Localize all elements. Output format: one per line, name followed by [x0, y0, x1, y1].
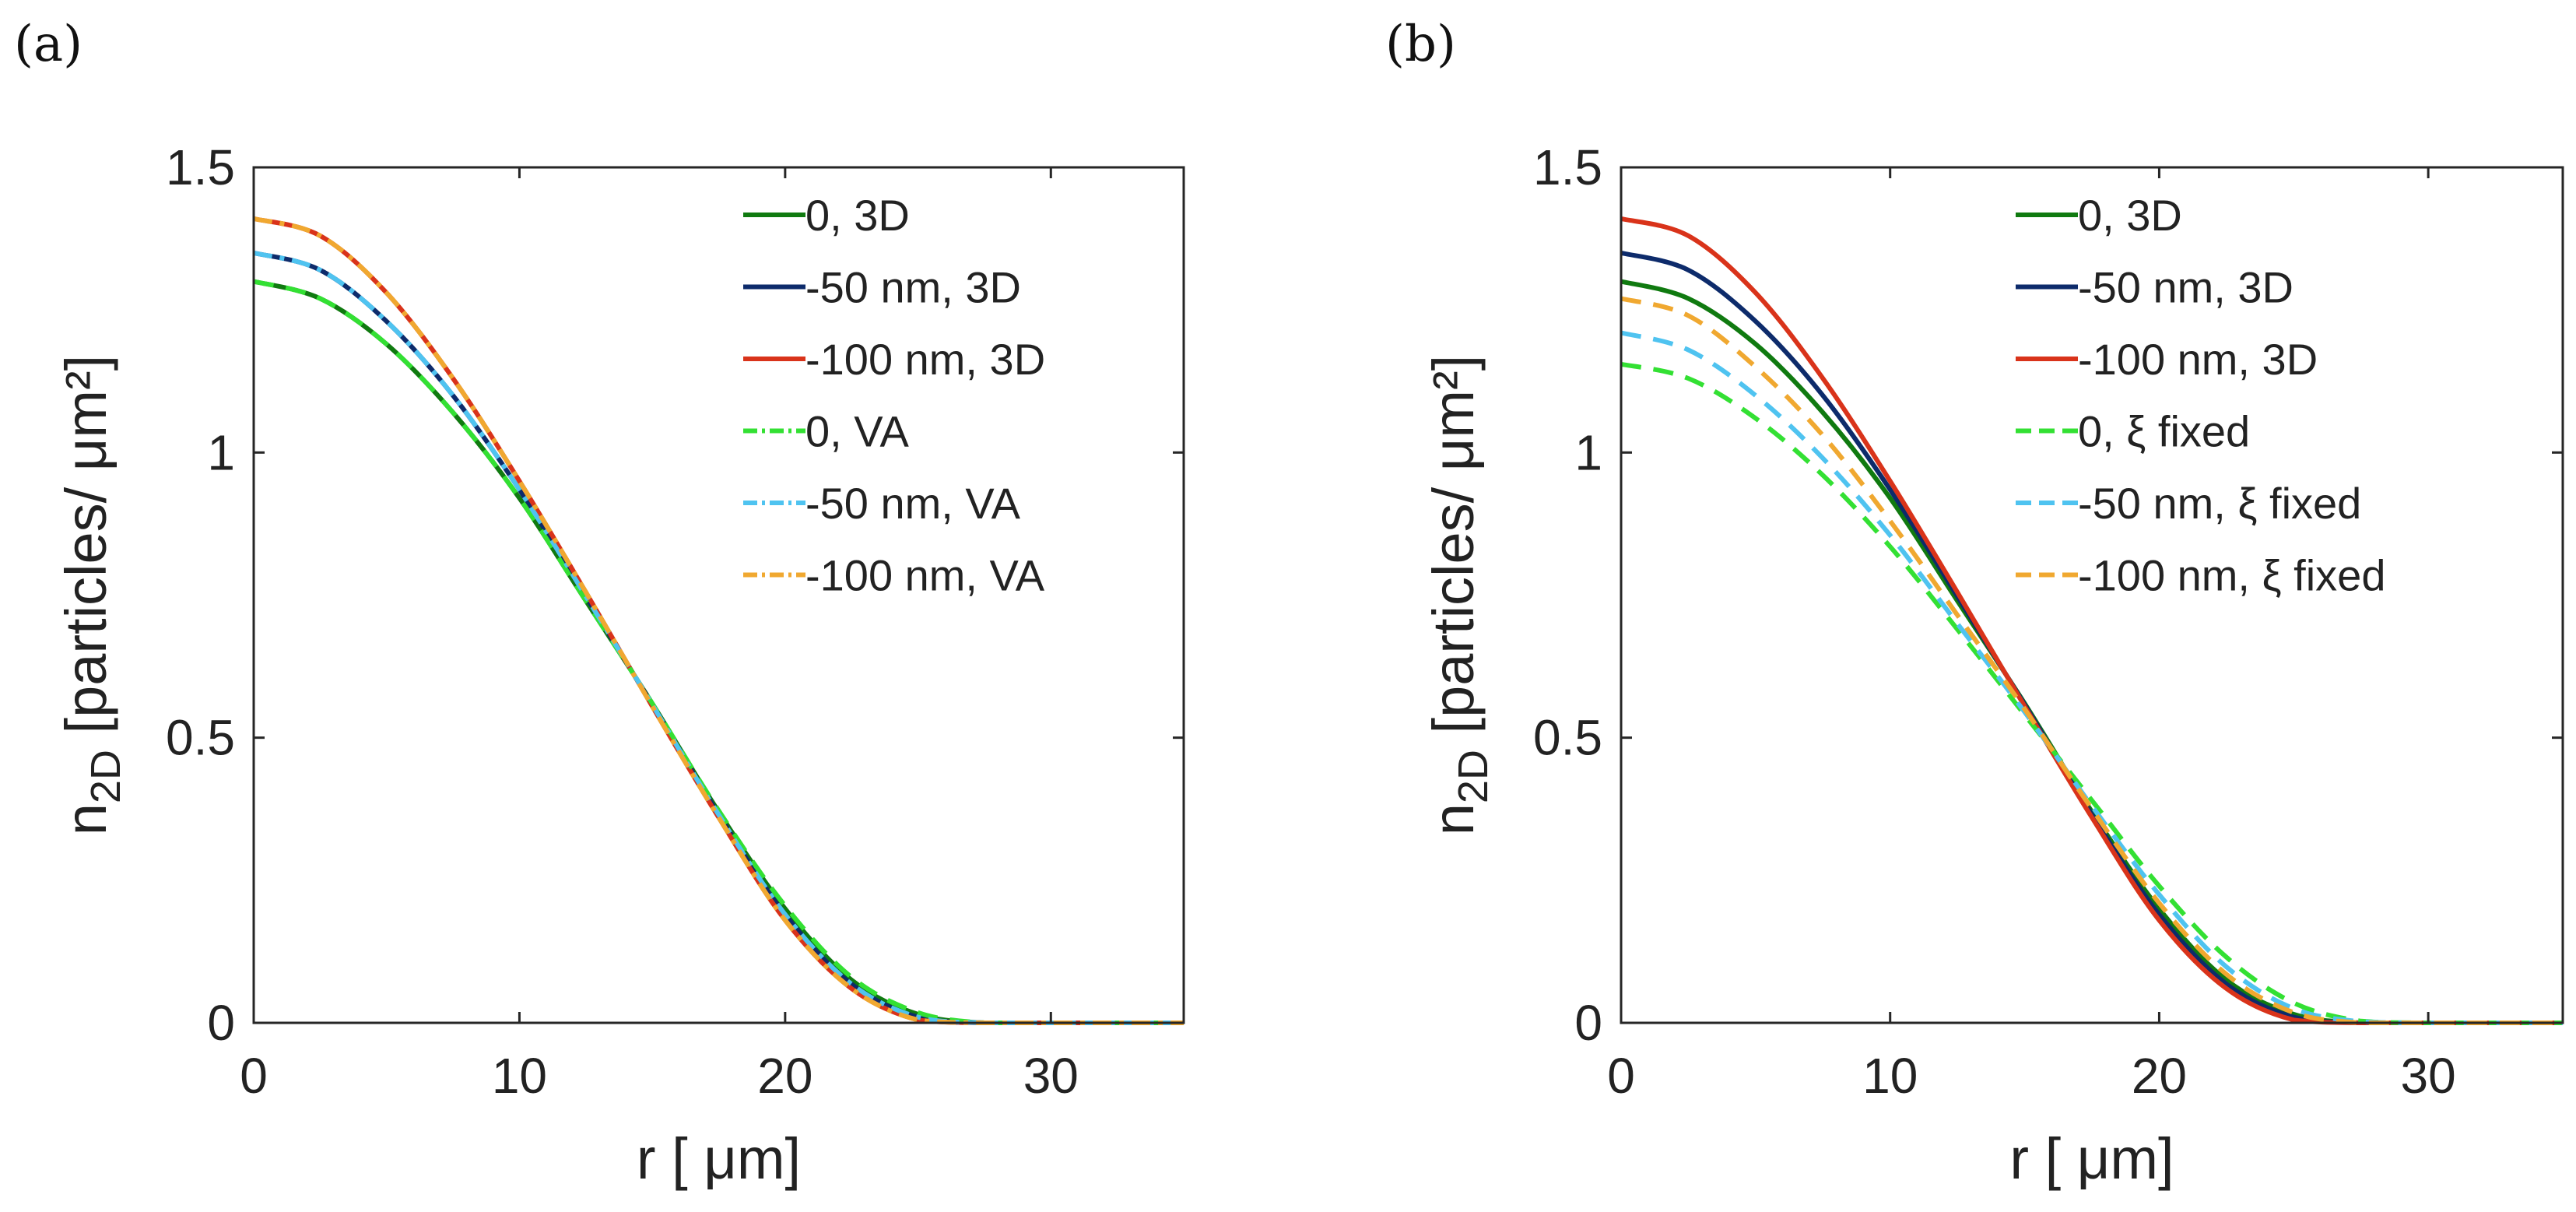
panel-a-tag: (a) [14, 16, 82, 73]
panel-b-y-tick-label: 0.5 [1533, 710, 1602, 766]
panel-b-x-tick-label: 0 [1607, 1048, 1635, 1104]
panel-b-y-tick-label: 1 [1574, 424, 1602, 480]
panel-a-y-axis-title-rest: [particles/ μm²] [54, 355, 118, 750]
panel-b-y-axis-title-main: n [1421, 803, 1486, 835]
panel-a-legend-label-3: 0, VA [805, 407, 909, 456]
panel-b-legend-label-5: -100 nm, ξ fixed [2078, 551, 2385, 600]
panel-b-y-tick-label: 1.5 [1533, 139, 1602, 195]
panel-a-legend: 0, 3D -50 nm, 3D -100 nm, 3D 0, VA -50 nm, V… [743, 191, 1045, 600]
panel-b-legend-label-4: -50 nm, ξ fixed [2078, 479, 2361, 528]
panel-a-y-axis-title-main: n [54, 803, 118, 835]
panel-a-legend-label-4: -50 nm, VA [805, 479, 1021, 528]
panel-a-legend-label-1: -50 nm, 3D [805, 263, 1021, 312]
panel-b-legend: 0, 3D -50 nm, 3D -100 nm, 3D 0, ξ fixed -50 … [2016, 191, 2385, 600]
panel-b-legend-label-0: 0, 3D [2078, 191, 2182, 240]
panel-a-y-tick-label: 0 [207, 995, 235, 1051]
panel-a-axes-box [252, 166, 1185, 1024]
panel-b-x-tick-label: 20 [2132, 1048, 2187, 1104]
panel-a-legend-label-2: -100 nm, 3D [805, 335, 1045, 384]
panel-a-y-axis-title: n2D [particles/ μm²] [54, 355, 129, 835]
panel-a-x-tick-label: 10 [492, 1048, 547, 1104]
panel-b-x-tick-label: 30 [2401, 1048, 2456, 1104]
panel-a-legend-label-5: -100 nm, VA [805, 551, 1045, 600]
panel-b-y-axis-title: n2D [particles/ μm²] [1421, 355, 1497, 835]
panel-b-y-axis-title-sub: 2D [1450, 750, 1497, 803]
panel-b: (b) 0 10 20 30 0 0.5 1 1.5 r [ μm] n2D [particl… [1385, 16, 2564, 1191]
panel-a-x-axis-title: r [ μm] [637, 1126, 801, 1191]
panel-a-series-line-3 [253, 279, 1184, 1026]
panel-a-legend-label-0: 0, 3D [805, 191, 910, 240]
panel-b-legend-label-3: 0, ξ fixed [2078, 407, 2250, 456]
panel-b-y-axis-title-rest: [particles/ μm²] [1421, 355, 1486, 750]
panel-b-x-tick-label: 10 [1862, 1048, 1918, 1104]
panel-a-y-tick-label: 0.5 [166, 710, 235, 766]
panel-a-y-tick-label: 1 [207, 424, 235, 480]
panel-b-tag: (b) [1385, 16, 1456, 73]
panel-a-y-tick-label: 1.5 [166, 139, 235, 195]
panel-a-x-tick-label: 0 [240, 1048, 268, 1104]
panel-a-x-tick-label: 20 [757, 1048, 812, 1104]
panel-a: (a) 0 10 20 30 0 0.5 1 1.5 r [ μm] n2D [particl… [14, 16, 1185, 1191]
panel-b-legend-label-2: -100 nm, 3D [2078, 335, 2318, 384]
panel-b-x-axis-title: r [ μm] [2009, 1126, 2174, 1191]
panel-b-y-tick-label: 0 [1574, 995, 1602, 1051]
panel-a-ticks: 0 10 20 30 0 0.5 1 1.5 [166, 139, 1184, 1104]
panel-b-axes-box [1620, 166, 2564, 1024]
panel-a-y-axis-title-sub: 2D [82, 750, 129, 803]
panel-b-legend-label-1: -50 nm, 3D [2078, 263, 2293, 312]
panel-a-x-tick-label: 30 [1023, 1048, 1079, 1104]
panel-b-ticks: 0 10 20 30 0 0.5 1 1.5 [1533, 139, 2563, 1104]
